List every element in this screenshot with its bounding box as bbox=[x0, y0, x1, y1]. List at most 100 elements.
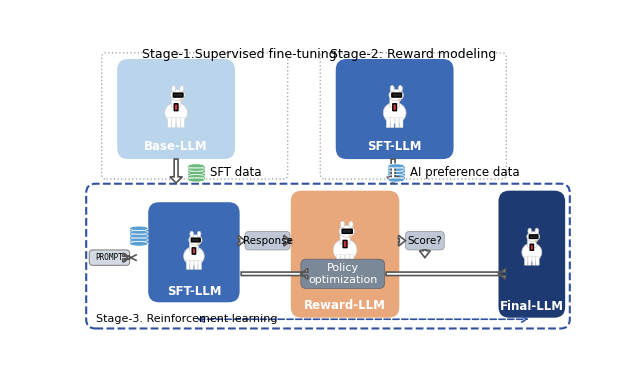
Ellipse shape bbox=[333, 239, 357, 261]
Text: Base-LLM: Base-LLM bbox=[144, 140, 208, 153]
FancyBboxPatch shape bbox=[189, 239, 198, 251]
Ellipse shape bbox=[189, 235, 202, 245]
FancyBboxPatch shape bbox=[527, 236, 536, 247]
Ellipse shape bbox=[528, 228, 531, 234]
Polygon shape bbox=[124, 253, 129, 262]
FancyBboxPatch shape bbox=[117, 59, 235, 159]
FancyBboxPatch shape bbox=[245, 232, 290, 250]
Polygon shape bbox=[124, 254, 129, 261]
FancyBboxPatch shape bbox=[343, 240, 347, 248]
Ellipse shape bbox=[527, 232, 540, 242]
Ellipse shape bbox=[180, 85, 184, 92]
FancyBboxPatch shape bbox=[529, 235, 538, 238]
Text: SFT-LLM: SFT-LLM bbox=[166, 285, 221, 298]
Ellipse shape bbox=[164, 102, 188, 123]
Ellipse shape bbox=[383, 102, 406, 123]
FancyBboxPatch shape bbox=[342, 229, 352, 233]
Text: Score?: Score? bbox=[408, 236, 442, 246]
Ellipse shape bbox=[190, 231, 193, 237]
Text: PROMPT: PROMPT bbox=[95, 253, 124, 262]
FancyBboxPatch shape bbox=[291, 191, 399, 318]
Ellipse shape bbox=[170, 89, 185, 101]
Polygon shape bbox=[170, 159, 182, 183]
Ellipse shape bbox=[197, 243, 200, 246]
Polygon shape bbox=[238, 235, 245, 246]
FancyBboxPatch shape bbox=[346, 255, 349, 265]
FancyBboxPatch shape bbox=[301, 259, 385, 288]
FancyBboxPatch shape bbox=[190, 260, 193, 270]
Polygon shape bbox=[387, 159, 399, 183]
Ellipse shape bbox=[340, 221, 344, 228]
Ellipse shape bbox=[188, 164, 205, 168]
FancyBboxPatch shape bbox=[536, 256, 539, 265]
FancyBboxPatch shape bbox=[86, 184, 570, 329]
Ellipse shape bbox=[390, 85, 394, 92]
FancyBboxPatch shape bbox=[191, 238, 200, 242]
Ellipse shape bbox=[389, 89, 404, 101]
Ellipse shape bbox=[535, 228, 539, 234]
FancyBboxPatch shape bbox=[90, 250, 129, 265]
Text: Reward-LLM: Reward-LLM bbox=[304, 299, 386, 312]
FancyBboxPatch shape bbox=[406, 232, 444, 250]
Polygon shape bbox=[386, 268, 506, 279]
FancyBboxPatch shape bbox=[340, 230, 350, 244]
Ellipse shape bbox=[188, 178, 205, 182]
FancyBboxPatch shape bbox=[340, 255, 344, 265]
Polygon shape bbox=[123, 253, 129, 262]
FancyBboxPatch shape bbox=[350, 255, 354, 265]
Polygon shape bbox=[124, 253, 129, 262]
FancyBboxPatch shape bbox=[392, 93, 401, 97]
FancyBboxPatch shape bbox=[524, 256, 528, 265]
Text: AI preference data: AI preference data bbox=[410, 167, 520, 179]
Ellipse shape bbox=[197, 231, 201, 237]
FancyBboxPatch shape bbox=[192, 248, 196, 254]
Ellipse shape bbox=[388, 164, 404, 168]
Ellipse shape bbox=[179, 99, 182, 101]
Ellipse shape bbox=[172, 85, 176, 92]
FancyBboxPatch shape bbox=[180, 117, 184, 128]
Ellipse shape bbox=[534, 240, 538, 242]
FancyBboxPatch shape bbox=[390, 94, 399, 107]
FancyBboxPatch shape bbox=[172, 117, 175, 128]
FancyBboxPatch shape bbox=[387, 117, 390, 128]
FancyBboxPatch shape bbox=[528, 256, 531, 265]
Ellipse shape bbox=[339, 225, 355, 237]
FancyBboxPatch shape bbox=[393, 104, 397, 111]
FancyBboxPatch shape bbox=[530, 244, 534, 250]
FancyBboxPatch shape bbox=[174, 104, 178, 111]
Ellipse shape bbox=[348, 235, 352, 238]
Text: SFT-LLM: SFT-LLM bbox=[367, 140, 422, 153]
FancyBboxPatch shape bbox=[188, 166, 205, 180]
Text: Stage-1.Supervised fine-tuning: Stage-1.Supervised fine-tuning bbox=[142, 48, 337, 61]
Ellipse shape bbox=[349, 221, 353, 228]
Ellipse shape bbox=[388, 178, 404, 182]
Ellipse shape bbox=[129, 226, 148, 231]
Polygon shape bbox=[419, 250, 430, 258]
Ellipse shape bbox=[184, 247, 204, 265]
FancyBboxPatch shape bbox=[532, 256, 536, 265]
FancyBboxPatch shape bbox=[195, 260, 198, 270]
FancyBboxPatch shape bbox=[172, 94, 181, 107]
Text: SFT data: SFT data bbox=[210, 167, 262, 179]
FancyBboxPatch shape bbox=[499, 191, 565, 318]
FancyBboxPatch shape bbox=[198, 260, 202, 270]
Ellipse shape bbox=[398, 99, 401, 101]
Text: Policy
optimization: Policy optimization bbox=[308, 262, 378, 285]
FancyBboxPatch shape bbox=[396, 117, 399, 128]
FancyBboxPatch shape bbox=[399, 117, 403, 128]
FancyBboxPatch shape bbox=[336, 255, 340, 265]
Ellipse shape bbox=[398, 85, 403, 92]
Polygon shape bbox=[399, 235, 406, 246]
FancyBboxPatch shape bbox=[168, 117, 172, 128]
FancyBboxPatch shape bbox=[186, 260, 189, 270]
FancyBboxPatch shape bbox=[173, 93, 183, 97]
FancyBboxPatch shape bbox=[177, 117, 180, 128]
FancyBboxPatch shape bbox=[148, 202, 239, 302]
Text: Stage-2: Reward modeling: Stage-2: Reward modeling bbox=[330, 48, 496, 61]
Text: Response: Response bbox=[243, 236, 292, 246]
Ellipse shape bbox=[129, 241, 148, 246]
Polygon shape bbox=[241, 268, 308, 279]
Polygon shape bbox=[123, 253, 129, 262]
Polygon shape bbox=[284, 235, 291, 246]
FancyBboxPatch shape bbox=[129, 228, 148, 244]
